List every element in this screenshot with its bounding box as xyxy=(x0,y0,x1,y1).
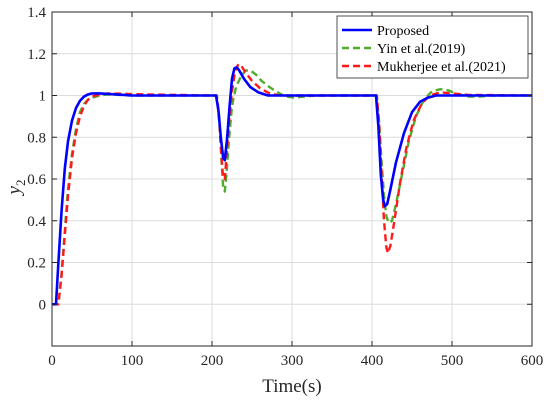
legend-label-3: Mukherjee et al.(2021) xyxy=(377,60,506,75)
x-tick-label: 400 xyxy=(361,353,384,369)
y-tick-label: 1.4 xyxy=(27,5,46,21)
x-tick-label: 100 xyxy=(121,353,144,369)
x-tick-label: 500 xyxy=(441,353,464,369)
y-tick-label: 0.6 xyxy=(27,172,46,188)
legend: Proposed Yin et al.(2019) Mukherjee et al.… xyxy=(336,15,529,79)
y-tick-label: 1.2 xyxy=(27,47,46,63)
x-tick-label: 600 xyxy=(521,353,544,369)
ticks xyxy=(51,11,533,346)
x-tick-label: 200 xyxy=(201,353,224,369)
series-line-1 xyxy=(52,66,532,306)
y-axis-title-main: y xyxy=(4,185,25,196)
x-tick-label: 0 xyxy=(48,353,56,369)
y-tick-label: 0.8 xyxy=(27,130,46,146)
y-tick-label: 0 xyxy=(39,297,47,313)
y-tick-label: 0.2 xyxy=(27,256,46,272)
y-axis-title-group: y2 xyxy=(4,180,28,197)
series-line-2 xyxy=(52,69,532,306)
tick-labels: 0 100 200 300 400 500 600 0 0.2 0.4 0.6 0.8 1 1.2 1.4 xyxy=(27,5,543,369)
x-axis-title: Time(s) xyxy=(262,376,321,397)
series-layer xyxy=(52,62,533,306)
series-line-3 xyxy=(52,62,533,306)
y-tick-label: 0.4 xyxy=(27,214,46,230)
x-tick-label: 300 xyxy=(281,353,304,369)
legend-label-1: Proposed xyxy=(377,24,429,39)
y-axis-title-subscript: 2 xyxy=(13,180,28,187)
y-axis-title: y2 xyxy=(4,180,28,197)
y-tick-label: 1 xyxy=(39,89,47,105)
legend-label-2: Yin et al.(2019) xyxy=(377,42,466,57)
